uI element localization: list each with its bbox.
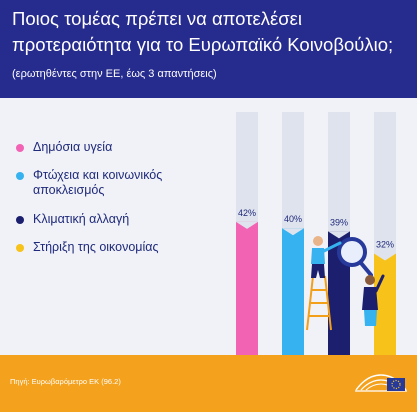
legend-label: Δημόσια υγεία bbox=[33, 140, 113, 154]
magnifier-lens bbox=[337, 237, 367, 267]
person-head bbox=[313, 236, 323, 246]
bar bbox=[236, 221, 258, 355]
page-title: Ποιος τομέας πρέπει να αποτελέσει προτερ… bbox=[12, 6, 412, 87]
legend-dot bbox=[16, 172, 24, 180]
researchers-illustration bbox=[306, 236, 385, 331]
title-text: Ποιος τομέας πρέπει να αποτελέσει προτερ… bbox=[12, 8, 394, 55]
bar-notch bbox=[374, 253, 396, 261]
person-head bbox=[365, 275, 375, 285]
european-parliament-logo-icon bbox=[353, 371, 409, 395]
bar bbox=[374, 253, 396, 355]
bar-notch bbox=[328, 231, 350, 239]
bar-value-label: 39% bbox=[330, 217, 348, 227]
bar-value-label: 40% bbox=[284, 214, 302, 224]
legend-dot bbox=[16, 244, 24, 252]
person-arm bbox=[322, 241, 342, 253]
footer: Πηγή: Ευρωβαρόμετρο ΕΚ (96.2) bbox=[0, 355, 417, 412]
legend-dot bbox=[16, 144, 24, 152]
magnifier-handle bbox=[359, 261, 373, 277]
legend-label: Φτώχεια και κοινωνικός αποκλεισμός bbox=[33, 168, 163, 197]
bar-value-label: 32% bbox=[376, 240, 394, 250]
person-arm bbox=[374, 274, 385, 293]
source-text: Πηγή: Ευρωβαρόμετρο ΕΚ (96.2) bbox=[10, 377, 121, 386]
subtitle: (ερωτηθέντες στην ΕΕ, έως 3 απαντήσεις) bbox=[12, 68, 217, 80]
bar-value-label: 42% bbox=[238, 208, 256, 218]
person-legs bbox=[311, 264, 325, 278]
legend-label: Κλιματική αλλαγή bbox=[33, 212, 130, 226]
ladder-rail bbox=[306, 275, 314, 331]
person-body bbox=[362, 287, 378, 310]
bar-notch bbox=[282, 228, 304, 236]
person-shirt bbox=[311, 248, 325, 264]
legend-label: Στήριξη της οικονομίας bbox=[33, 240, 159, 254]
bar-notch bbox=[236, 221, 258, 229]
bar bbox=[282, 228, 304, 355]
person-legs bbox=[364, 310, 377, 326]
legend-dot bbox=[16, 216, 24, 224]
header-banner: Ποιος τομέας πρέπει να αποτελέσει προτερ… bbox=[0, 0, 417, 98]
bar-chart: 42% 40% 39% 32% bbox=[236, 112, 396, 355]
